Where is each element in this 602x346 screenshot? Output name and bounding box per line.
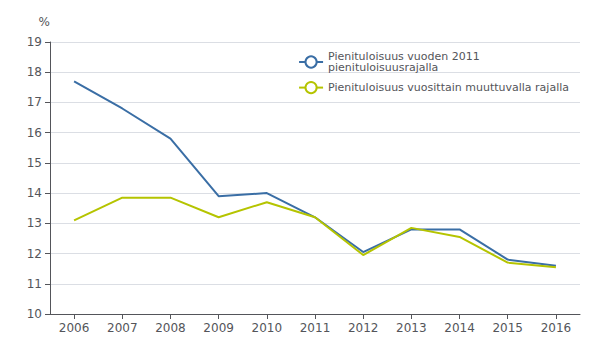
svg-text:10: 10 [27,307,42,321]
svg-text:19: 19 [27,35,42,49]
svg-text:16: 16 [27,126,42,140]
svg-text:2011: 2011 [300,321,331,335]
svg-text:%: % [39,15,50,29]
svg-text:2012: 2012 [348,321,379,335]
svg-text:2009: 2009 [203,321,234,335]
svg-text:11: 11 [27,277,42,291]
svg-text:2016: 2016 [541,321,572,335]
svg-text:2010: 2010 [252,321,283,335]
svg-text:2014: 2014 [444,321,475,335]
svg-text:18: 18 [27,65,42,79]
svg-text:Pienituloisuus vuoden 2011: Pienituloisuus vuoden 2011 [328,50,480,63]
svg-text:15: 15 [27,156,42,170]
svg-text:13: 13 [27,216,42,230]
svg-text:14: 14 [27,186,42,200]
svg-text:2007: 2007 [107,321,138,335]
svg-text:pienituloisuusrajalla: pienituloisuusrajalla [328,61,438,74]
svg-text:Pienituloisuus vuosittain muut: Pienituloisuus vuosittain muuttuvalla ra… [328,81,569,94]
svg-text:2006: 2006 [59,321,90,335]
svg-text:2015: 2015 [492,321,523,335]
svg-text:17: 17 [27,95,42,109]
svg-text:2013: 2013 [396,321,427,335]
svg-text:12: 12 [27,247,42,261]
svg-text:2008: 2008 [155,321,186,335]
